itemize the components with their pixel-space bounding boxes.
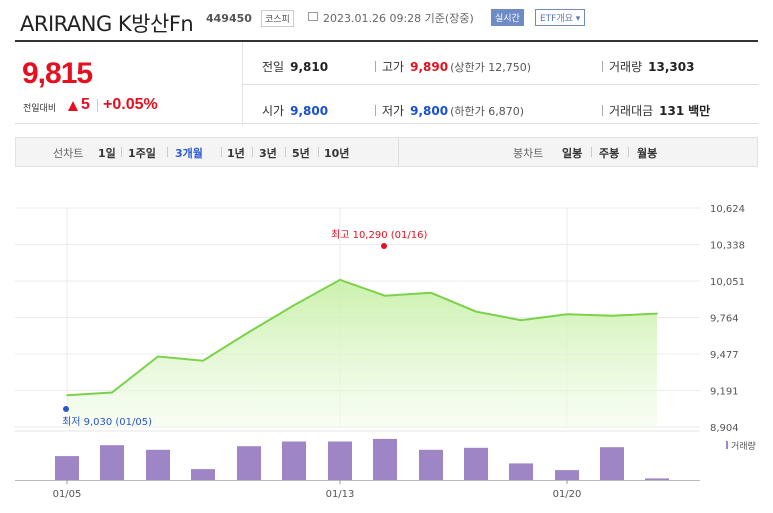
open-value: 9,800: [290, 104, 329, 118]
volume-bar: [419, 449, 443, 480]
volume-bar: [645, 478, 669, 480]
price-point: [157, 355, 159, 358]
lower-limit: (하한가 6,870): [450, 105, 524, 118]
quote-panel: 9,815 전일대비 5 +0.05% 전일 9,810 고가 9,890 (상한가 …: [15, 40, 758, 126]
y-tick-label: 9,764: [710, 314, 739, 325]
change-percent: +0.05%: [103, 96, 158, 113]
price-point: [384, 294, 386, 297]
period-divider: [398, 138, 399, 166]
quote-timestamp: 2023.01.26 09:28 기준(장중): [323, 12, 474, 25]
price-point: [656, 312, 658, 315]
stock-code: 449450: [206, 12, 252, 25]
candle-daily[interactable]: 일봉: [562, 147, 583, 160]
period-3m[interactable]: 3개월: [175, 147, 203, 160]
volume-bar: [555, 470, 579, 480]
price-points: [66, 279, 658, 397]
period-3y[interactable]: 3년: [259, 147, 277, 160]
price-point: [202, 359, 204, 362]
low-annotation: 최저 9,030 (01/05): [62, 416, 152, 428]
volume-bar: [328, 441, 352, 480]
y-tick-label: 9,477: [710, 350, 739, 361]
period-1d[interactable]: 1일: [98, 147, 116, 160]
change-divider: [97, 99, 98, 112]
price-point: [111, 391, 113, 394]
price-line: [66, 278, 658, 397]
change-value: 5: [81, 96, 90, 113]
period-1w[interactable]: 1주일: [128, 147, 156, 160]
calendar-icon: [308, 12, 318, 21]
volume-bars: 거래량: [15, 430, 756, 481]
price-chart: 10,624 10,338 10,051 9,764 9,477 9,191 8,904 최…: [15, 204, 756, 500]
volume-bar: [282, 441, 306, 480]
low-value: 9,800: [410, 104, 449, 118]
amount-value: 131: [659, 104, 685, 118]
y-tick-label: 10,338: [710, 241, 745, 252]
candle-chart-label: 봉차트: [513, 147, 544, 160]
period-1y[interactable]: 1년: [227, 147, 245, 160]
price-point: [520, 319, 522, 321]
prev-close-value: 9,810: [290, 60, 329, 74]
volume-cell: 거래량 13,303: [602, 58, 694, 75]
price-point: [339, 279, 341, 281]
low-cell: 저가 9,800 (하한가 6,870): [375, 102, 524, 119]
x-axis: 01/05 01/13 01/20: [53, 480, 582, 500]
x-tick-label: 01/20: [553, 489, 582, 500]
price-point: [293, 304, 295, 307]
amount-unit: 백만: [688, 104, 711, 118]
volume-bar: [509, 463, 533, 480]
price-point: [66, 394, 68, 397]
market-badge: 코스피: [261, 10, 294, 27]
current-price: 9,815: [22, 57, 93, 90]
y-tick-label: 9,191: [710, 387, 739, 398]
high-marker: [381, 243, 387, 249]
stock-header: ARIRANG K방산Fn 449450 코스피 2023.01.26 09:2…: [0, 0, 773, 38]
upper-limit: (상한가 12,750): [450, 61, 531, 74]
stock-title: ARIRANG K방산Fn: [20, 12, 194, 36]
x-tick-label: 01/13: [326, 489, 355, 500]
up-arrow-icon: [68, 101, 78, 111]
high-value: 9,890: [410, 60, 449, 74]
volume-bar: [237, 446, 261, 480]
volume-value: 13,303: [648, 60, 695, 74]
price-point: [611, 314, 613, 317]
price-point: [566, 313, 568, 315]
volume-bar: [55, 456, 79, 480]
quote-row-divider: [242, 84, 758, 85]
y-tick-label: 10,051: [710, 277, 745, 288]
chart-annotations: 최고 10,290 (01/16) 최저 9,030 (01/05): [62, 229, 427, 428]
low-marker: [63, 406, 69, 412]
amount-cell: 거래대금 131 백만: [602, 102, 710, 119]
price-point: [475, 310, 477, 313]
prev-close-cell: 전일 9,810: [262, 60, 329, 74]
period-5y[interactable]: 5년: [292, 147, 310, 160]
price-point: [430, 292, 432, 294]
high-cell: 고가 9,890 (상한가 12,750): [375, 58, 531, 75]
high-annotation: 최고 10,290 (01/16): [331, 229, 427, 241]
etf-info-dropdown[interactable]: ETF개요 ▾: [535, 9, 586, 26]
volume-bar: [464, 447, 488, 480]
volume-bar: [600, 447, 624, 480]
y-tick-label: 8,904: [710, 423, 739, 434]
period-10y[interactable]: 10년: [324, 147, 350, 160]
price-area: [67, 279, 657, 427]
volume-legend-label: 거래량: [731, 440, 756, 452]
candle-monthly[interactable]: 월봉: [637, 147, 658, 160]
change-label: 전일대비: [23, 104, 57, 114]
volume-bar: [100, 445, 124, 480]
line-chart-label: 선차트: [53, 147, 84, 160]
volume-legend-swatch: [726, 441, 728, 449]
y-axis: 10,624 10,338 10,051 9,764 9,477 9,191 8,904: [710, 204, 745, 434]
price-point: [248, 331, 250, 333]
x-tick-label: 01/05: [53, 489, 82, 500]
candle-weekly[interactable]: 주봉: [599, 147, 620, 160]
open-cell: 시가 9,800: [262, 104, 329, 118]
volume-bar: [191, 469, 215, 480]
volume-bar: [146, 449, 170, 480]
period-selector: 선차트 1일 1주일 3개월 1년 3년 5년 10년 봉차트 일봉 주봉 월봉: [15, 137, 758, 167]
y-tick-label: 10,624: [710, 204, 745, 215]
volume-bar: [373, 438, 397, 480]
realtime-button[interactable]: 실시간: [491, 9, 524, 26]
